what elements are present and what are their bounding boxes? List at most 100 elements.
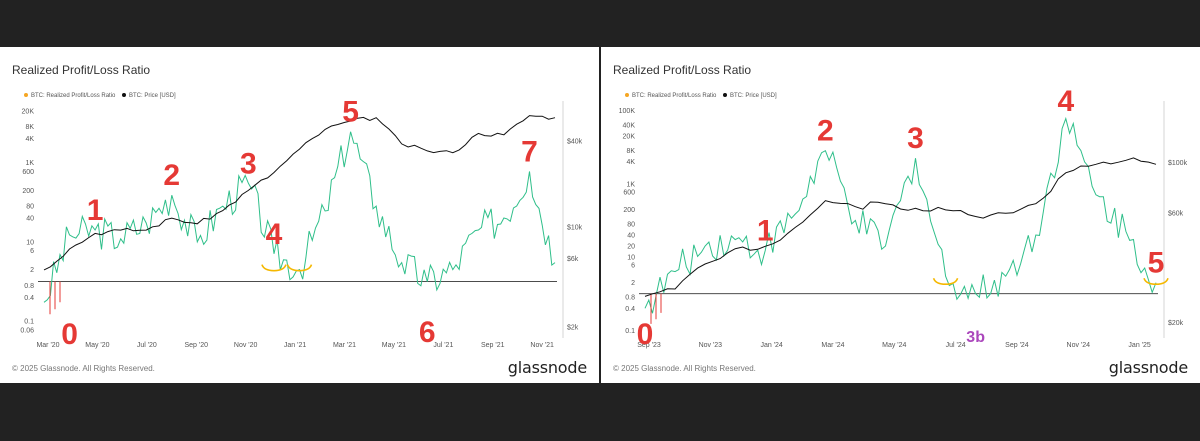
y-right-tick-label: $20k xyxy=(1168,320,1184,327)
y-left-tick-label: 0.4 xyxy=(625,306,635,313)
annotation-label: 5 xyxy=(1148,247,1165,280)
x-tick-label: Jan '21 xyxy=(284,342,306,349)
x-tick-label: Mar '21 xyxy=(333,342,356,349)
series-realized-pl-ratio xyxy=(644,116,1157,314)
annotation-label: 0 xyxy=(61,318,78,351)
glassnode-logo: glassnode xyxy=(1108,358,1188,377)
y-left-tick-label: 40 xyxy=(26,216,34,223)
y-right-tick-label: $60k xyxy=(1168,211,1184,218)
y-left-tick-label: 4K xyxy=(25,136,34,143)
annotation-label: 3 xyxy=(907,122,924,155)
y-left-tick-label: 1K xyxy=(25,160,34,167)
y-left-tick-label: 20 xyxy=(627,244,635,251)
y-left-tick-label: 10 xyxy=(26,239,34,246)
y-left-tick-label: 200 xyxy=(22,188,34,195)
x-tick-label: Sep '20 xyxy=(184,342,208,349)
x-tick-label: Jul '21 xyxy=(433,342,453,349)
y-left-tick-label: 80 xyxy=(627,221,635,228)
copyright: © 2025 Glassnode. All Rights Reserved. xyxy=(12,364,155,373)
x-tick-label: May '24 xyxy=(882,342,906,349)
legend-entry: BTC: Price [USD] xyxy=(129,93,176,99)
y-left-tick-label: 0.8 xyxy=(24,283,34,290)
y-left-tick-label: 40K xyxy=(623,123,636,130)
x-tick-label: Sep '21 xyxy=(481,342,505,349)
x-tick-label: Nov '24 xyxy=(1067,342,1091,349)
y-left-tick-label: 0.06 xyxy=(20,328,34,335)
series-realized-pl-ratio xyxy=(43,131,556,303)
x-tick-label: Mar '24 xyxy=(821,342,844,349)
y-left-tick-label: 10 xyxy=(627,255,635,262)
x-tick-label: May '21 xyxy=(382,342,406,349)
highlight-bracket xyxy=(1143,277,1169,286)
y-right-tick-label: $2k xyxy=(567,324,579,331)
y-left-tick-label: 40 xyxy=(627,232,635,239)
y-left-tick-label: 0.1 xyxy=(625,328,635,335)
annotation-label: 3 xyxy=(240,147,257,180)
annotation-label: 6 xyxy=(419,316,436,349)
y-left-tick-label: 0.8 xyxy=(625,295,635,302)
y-left-tick-label: 100K xyxy=(619,108,636,115)
y-left-tick-label: 6 xyxy=(30,248,34,255)
highlight-bracket xyxy=(286,264,313,272)
legend-entry: BTC: Realized Profit/Loss Ratio xyxy=(632,93,717,99)
x-tick-label: Nov '20 xyxy=(234,342,258,349)
y-left-tick-label: 1K xyxy=(626,181,635,188)
y-left-tick-label: 8K xyxy=(626,148,635,155)
x-tick-label: Jan '24 xyxy=(760,342,782,349)
annotation-label: 4 xyxy=(1057,85,1074,118)
x-tick-label: Sep '24 xyxy=(1005,342,1029,349)
y-left-tick-label: 80 xyxy=(26,204,34,211)
y-left-tick-label: 200 xyxy=(623,207,635,214)
annotation-label: 2 xyxy=(163,159,180,192)
x-tick-label: May '20 xyxy=(85,342,109,349)
y-left-tick-label: 20K xyxy=(22,108,35,115)
legend-entry: BTC: Realized Profit/Loss Ratio xyxy=(31,93,116,99)
annotation-label: 1 xyxy=(757,215,774,248)
highlight-bracket xyxy=(261,264,287,272)
chart-canvas-left: BTC: Realized Profit/Loss Ratio BTC: Pric… xyxy=(20,93,583,351)
legend-swatch xyxy=(24,93,28,97)
legend-swatch xyxy=(122,93,126,97)
chart-title: Realized Profit/Loss Ratio xyxy=(12,63,151,77)
x-tick-label: Sep '23 xyxy=(637,342,661,349)
y-left-tick-label: 4K xyxy=(626,159,635,166)
y-right-tick-label: $6k xyxy=(567,256,579,263)
x-tick-label: Nov '21 xyxy=(530,342,554,349)
y-right-tick-label: $100k xyxy=(1168,160,1188,167)
y-left-tick-label: 2 xyxy=(30,267,34,274)
highlight-bracket xyxy=(932,277,959,286)
chart-panel-left: Realized Profit/Loss Ratio BTC: Realized… xyxy=(0,47,599,383)
chart-panel-right: Realized Profit/Loss Ratio BTC: Realized… xyxy=(601,47,1200,383)
y-left-tick-label: 20K xyxy=(623,134,636,141)
x-tick-label: Jan '25 xyxy=(1128,342,1150,349)
y-left-tick-label: 0.4 xyxy=(24,295,34,302)
annotation-label: 0 xyxy=(637,318,654,351)
legend-swatch xyxy=(723,93,727,97)
y-left-tick-label: 600 xyxy=(22,169,34,176)
chart-canvas-right: BTC: Realized Profit/Loss Ratio BTC: Pric… xyxy=(619,85,1188,351)
chart-title: Realized Profit/Loss Ratio xyxy=(613,63,752,77)
copyright: © 2025 Glassnode. All Rights Reserved. xyxy=(613,364,756,373)
series-btc-price xyxy=(644,157,1157,297)
annotation-label: 4 xyxy=(266,218,283,251)
x-tick-label: Jul '24 xyxy=(946,342,966,349)
y-right-tick-label: $10k xyxy=(567,224,583,231)
annotation-label: 1 xyxy=(87,194,104,227)
y-left-tick-label: 6 xyxy=(631,263,635,270)
y-left-tick-label: 2 xyxy=(631,280,635,287)
glassnode-logo: glassnode xyxy=(507,358,587,377)
legend-entry: BTC: Price [USD] xyxy=(730,93,777,99)
x-tick-label: Jul '20 xyxy=(137,342,157,349)
y-left-tick-label: 0.1 xyxy=(24,319,34,326)
series-btc-price xyxy=(43,115,556,271)
annotation-label: 5 xyxy=(342,96,359,129)
y-left-tick-label: 8K xyxy=(25,124,34,131)
annotation-label: 3b xyxy=(966,329,985,346)
y-right-tick-label: $40k xyxy=(567,138,583,145)
y-left-tick-label: 600 xyxy=(623,189,635,196)
annotation-label: 7 xyxy=(521,135,538,168)
x-tick-label: Nov '23 xyxy=(699,342,723,349)
x-tick-label: Mar '20 xyxy=(36,342,59,349)
annotation-label: 2 xyxy=(817,115,834,148)
legend-swatch xyxy=(625,93,629,97)
